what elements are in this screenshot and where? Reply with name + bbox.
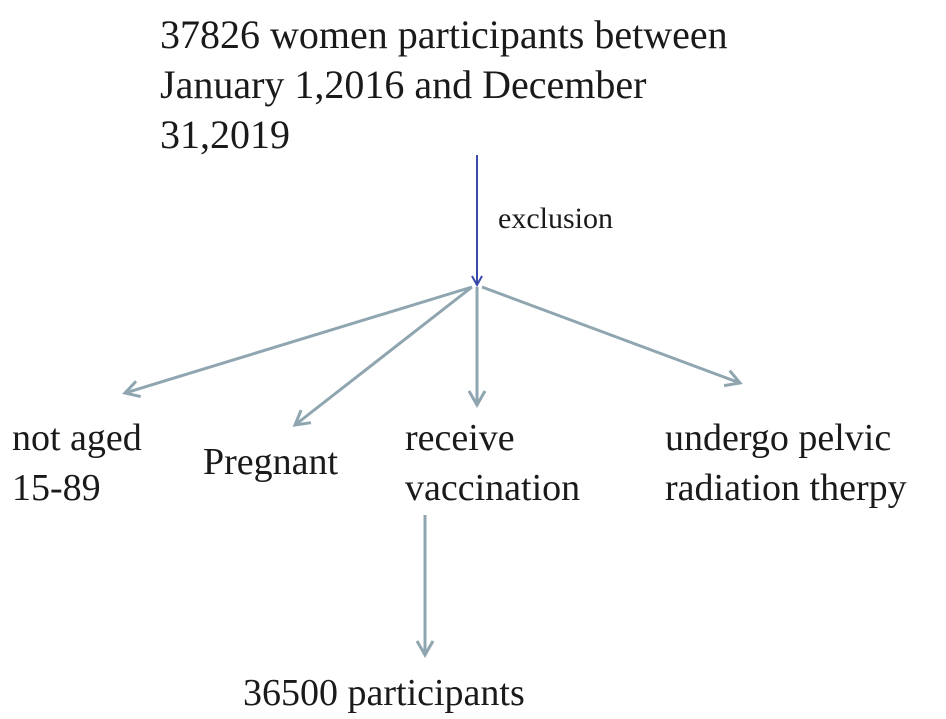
arrow — [481, 285, 743, 388]
arrow — [292, 285, 473, 427]
node-text: vaccination — [405, 467, 580, 509]
node-text: not aged — [12, 417, 142, 459]
arrow — [122, 285, 473, 399]
node-text: receive — [405, 417, 515, 459]
node-top: 37826 women participants between January… — [160, 12, 728, 157]
node-text: undergo pelvic — [665, 417, 891, 459]
node-text: Pregnant — [203, 441, 339, 483]
node-text: 15-89 — [12, 467, 101, 509]
edge-label: exclusion — [498, 202, 613, 235]
node-text: radiation therpy — [665, 467, 907, 509]
node-text: January 1,2016 and December — [160, 62, 646, 107]
node-text: 37826 women participants between — [160, 12, 728, 57]
node-text: 36500 participants — [243, 672, 525, 714]
node-text: 31,2019 — [160, 112, 290, 157]
